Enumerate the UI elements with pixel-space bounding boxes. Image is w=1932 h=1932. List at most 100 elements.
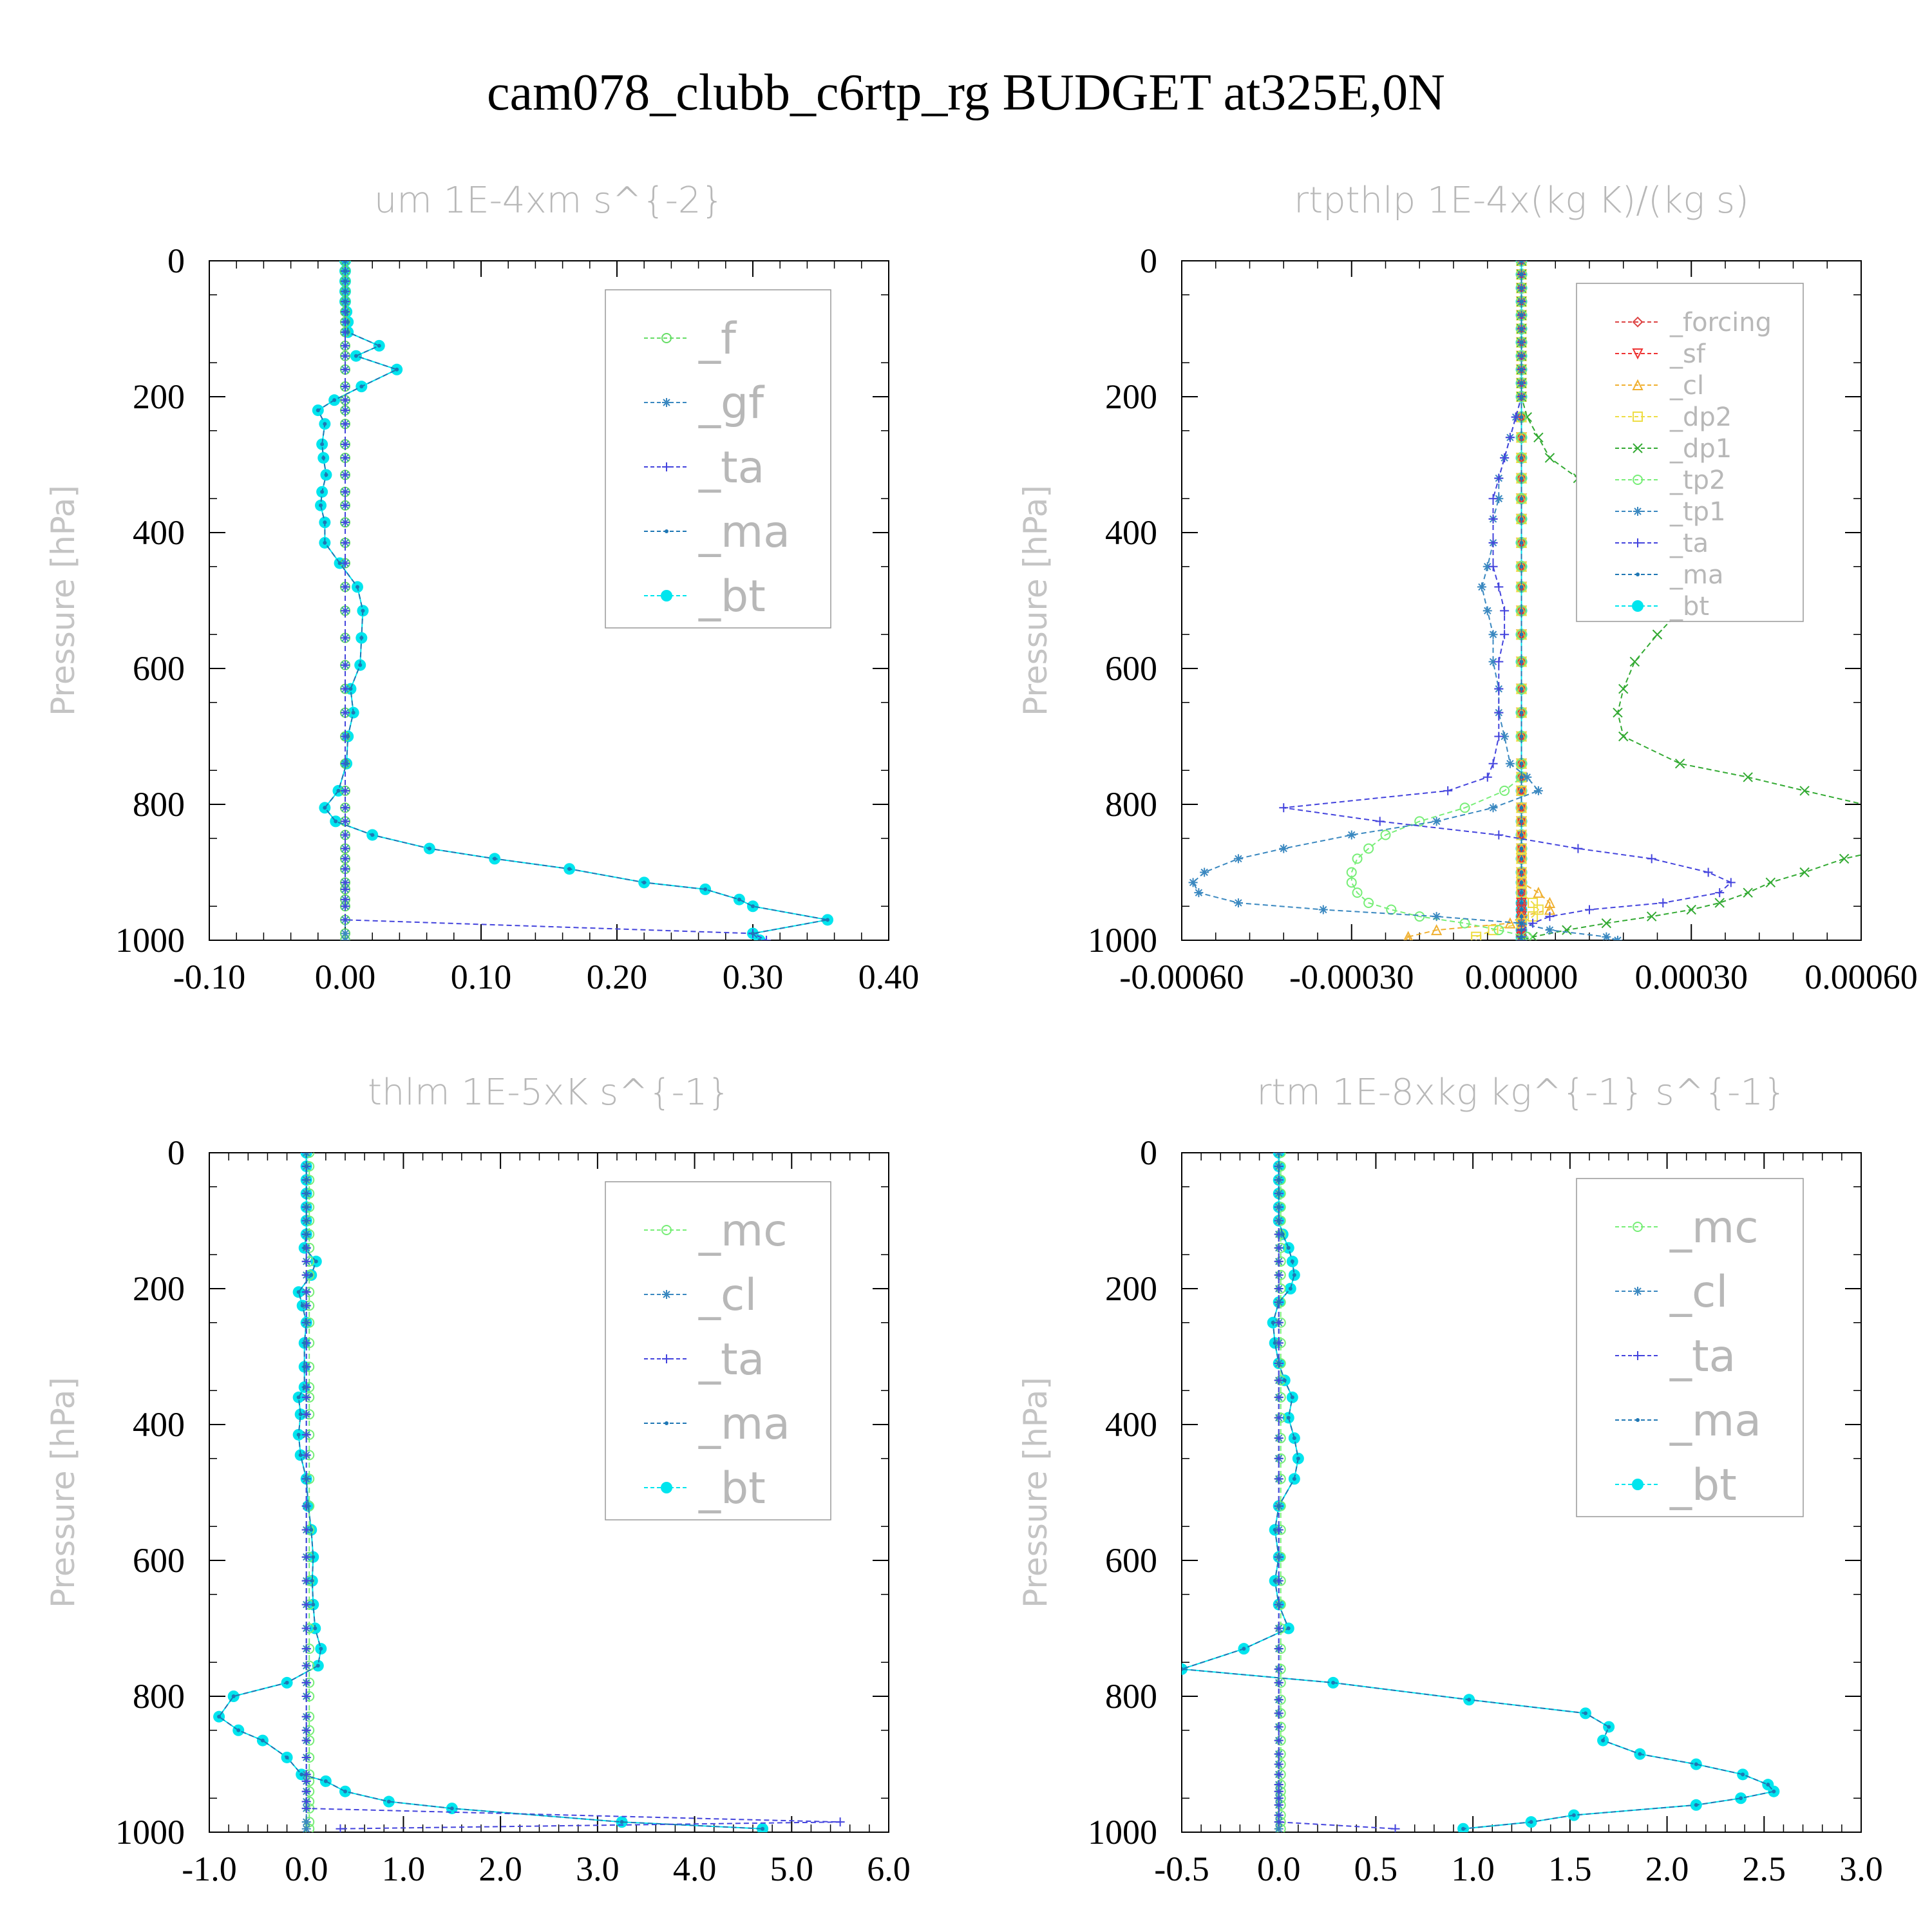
data-point	[341, 500, 350, 510]
y-tick-label: 0	[1140, 1133, 1157, 1172]
series-cl	[1403, 261, 1556, 940]
y-tick-label: 800	[1105, 785, 1157, 824]
data-point	[1242, 1647, 1246, 1651]
data-point	[343, 1789, 347, 1794]
data-point	[1274, 1644, 1283, 1654]
data-point	[1290, 1259, 1294, 1264]
y-tick-label: 0	[1140, 242, 1157, 280]
data-point	[1743, 887, 1753, 898]
data-point	[1772, 1789, 1776, 1794]
data-point	[1488, 514, 1498, 524]
data-point	[1519, 609, 1524, 613]
x-tick-label: 0.20	[587, 958, 648, 996]
panels: um 1E-4xm s^{-2} Pressure [hPa] 0 200 400 600…	[44, 180, 1918, 1888]
data-point	[1519, 415, 1524, 419]
data-point	[1274, 1759, 1283, 1769]
data-point	[1286, 1626, 1291, 1631]
data-point	[313, 1626, 317, 1631]
data-point	[1233, 898, 1243, 907]
data-point	[1276, 1218, 1281, 1223]
legend-marker	[665, 1421, 668, 1425]
data-point	[1519, 585, 1524, 589]
y-tick-label: 200	[1105, 377, 1157, 416]
y-axis-label: Pressure [hPa]	[44, 485, 82, 716]
data-point	[301, 1450, 311, 1460]
data-point	[1613, 936, 1622, 940]
data-point	[341, 844, 350, 853]
data-point	[341, 830, 350, 840]
x-tick-label: 4.0	[673, 1850, 717, 1888]
data-point	[341, 633, 350, 643]
data-point	[1276, 1153, 1281, 1155]
data-point	[1292, 1436, 1296, 1441]
data-point	[316, 1663, 320, 1668]
y-tick-label: 800	[133, 785, 185, 824]
data-point	[341, 558, 350, 568]
data-point	[1607, 1725, 1611, 1729]
data-point	[1390, 1824, 1400, 1832]
data-point	[1331, 1680, 1336, 1685]
panel-2: rtpthlp 1E-4x(kg K)/(kg s) Pressure [hPa]…	[1017, 180, 1918, 996]
data-point	[341, 817, 350, 826]
data-point	[323, 806, 327, 810]
data-point	[343, 279, 347, 283]
data-point	[321, 455, 326, 460]
data-point	[642, 880, 647, 885]
data-point	[1276, 1361, 1281, 1366]
data-point	[1274, 1284, 1283, 1293]
figure-title: cam078_clubb_c6rtp_rg BUDGET at325E,0N	[487, 64, 1445, 121]
data-point	[304, 1191, 308, 1196]
data-point	[1414, 911, 1425, 922]
data-point	[1482, 772, 1492, 782]
data-point	[260, 1738, 265, 1743]
data-point	[341, 406, 350, 415]
data-point	[1726, 878, 1736, 887]
data-point	[1432, 912, 1441, 922]
data-point	[1482, 606, 1492, 616]
data-point	[1519, 540, 1524, 545]
data-point	[343, 299, 347, 304]
data-point	[301, 1786, 311, 1796]
legend-marker	[665, 529, 668, 533]
series-ma	[217, 1153, 765, 1831]
panel-title: rtpthlp 1E-4x(kg K)/(kg s)	[1294, 180, 1749, 222]
data-point	[737, 897, 741, 902]
legend-marker	[1636, 573, 1640, 576]
data-point	[1519, 775, 1524, 779]
data-point	[231, 1694, 236, 1698]
x-tick-label: 0.00060	[1804, 958, 1918, 996]
legend-marker	[661, 333, 672, 343]
data-point	[1414, 816, 1425, 827]
data-point	[310, 1578, 314, 1583]
data-point	[1647, 854, 1656, 864]
data-point	[1533, 886, 1544, 898]
data-point	[346, 319, 350, 324]
data-point	[341, 538, 350, 547]
legend-label: _forcing	[1669, 308, 1772, 337]
x-tick-label: -0.5	[1154, 1850, 1209, 1888]
data-point	[1519, 687, 1524, 691]
data-point	[1352, 853, 1363, 864]
x-tick-label: 0.40	[858, 958, 920, 996]
data-point	[450, 1806, 454, 1811]
data-point	[1715, 888, 1725, 898]
data-point	[1545, 925, 1555, 935]
data-point	[620, 1820, 624, 1824]
data-point	[1500, 630, 1510, 639]
data-point	[323, 422, 327, 426]
data-point	[1562, 925, 1572, 935]
data-point	[301, 1410, 311, 1419]
legend-marker	[1633, 538, 1642, 547]
data-point	[1533, 904, 1544, 915]
x-tick-label: 6.0	[867, 1850, 911, 1888]
data-point	[1519, 806, 1524, 810]
legend-label: _sf	[1669, 339, 1706, 369]
data-point	[319, 503, 323, 507]
data-point	[1519, 761, 1524, 766]
legend: _mc _cl _ta _ma _bt	[1576, 1178, 1804, 1517]
x-tick-label: 5.0	[770, 1850, 814, 1888]
data-point	[1694, 1803, 1698, 1807]
data-point	[1499, 785, 1510, 796]
panel-title: um 1E-4xm s^{-2}	[374, 180, 724, 222]
data-point	[343, 261, 347, 263]
